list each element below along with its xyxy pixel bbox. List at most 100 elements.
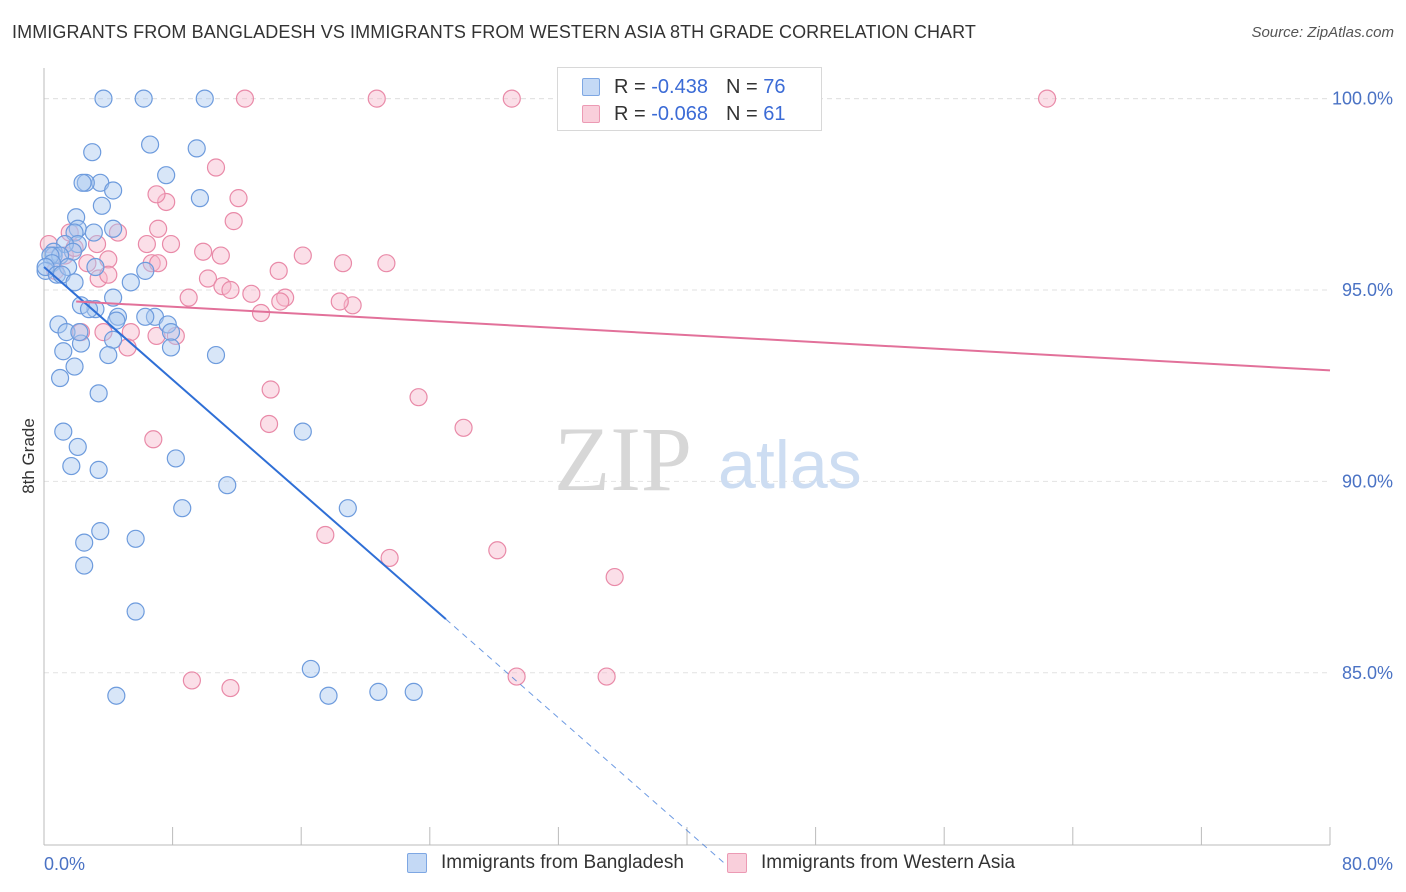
- y-tick-label: 85.0%: [1342, 663, 1393, 683]
- legend-item-bangladesh[interactable]: Immigrants from Bangladesh: [407, 852, 684, 874]
- point-bangladesh: [126, 602, 145, 621]
- watermark-atlas: atlas: [718, 427, 862, 503]
- point-western-asia: [367, 89, 386, 108]
- point-western-asia: [409, 388, 428, 407]
- series-bangladesh: [36, 89, 423, 705]
- point-bangladesh: [65, 273, 84, 292]
- point-bangladesh: [89, 460, 108, 479]
- legend-n-value: 61: [763, 102, 786, 125]
- legend-r-value: -0.438: [651, 75, 708, 98]
- point-western-asia: [507, 667, 526, 686]
- legend-item-western-asia[interactable]: Immigrants from Western Asia: [727, 852, 1015, 874]
- point-bangladesh: [173, 499, 192, 518]
- point-western-asia: [221, 678, 240, 698]
- point-bangladesh: [126, 529, 145, 548]
- point-bangladesh: [83, 143, 102, 162]
- point-western-asia: [271, 292, 290, 311]
- point-bangladesh: [75, 556, 94, 575]
- legend-r-label: R =: [614, 102, 646, 125]
- point-western-asia: [605, 567, 624, 587]
- point-western-asia: [1037, 89, 1057, 108]
- point-western-asia: [206, 158, 226, 177]
- point-bangladesh: [157, 166, 176, 185]
- point-western-asia: [89, 269, 108, 288]
- point-bangladesh: [319, 686, 338, 705]
- point-western-asia: [194, 242, 213, 261]
- point-bangladesh: [107, 311, 126, 330]
- legend-row-western-asia: R = -0.068 N = 61: [582, 102, 785, 126]
- point-western-asia: [259, 414, 279, 434]
- point-bangladesh: [161, 338, 181, 357]
- legend-item-label: Immigrants from Bangladesh: [441, 852, 684, 873]
- point-bangladesh: [104, 219, 123, 238]
- trend-line-bangladesh-extension: [445, 618, 728, 867]
- point-bangladesh: [136, 261, 155, 280]
- point-bangladesh: [67, 208, 86, 227]
- point-bangladesh: [65, 357, 84, 376]
- point-bangladesh: [54, 422, 73, 441]
- point-western-asia: [488, 541, 507, 560]
- y-tick-label: 90.0%: [1342, 471, 1393, 491]
- point-bangladesh: [54, 342, 73, 361]
- point-western-asia: [330, 292, 349, 311]
- point-western-asia: [147, 185, 166, 204]
- point-bangladesh: [166, 449, 185, 468]
- legend-swatch-blue: [582, 78, 600, 96]
- point-bangladesh: [338, 499, 357, 518]
- point-western-asia: [269, 261, 288, 280]
- point-western-asia: [211, 246, 230, 265]
- point-bangladesh: [57, 323, 76, 342]
- legend-r-value: -0.068: [651, 102, 708, 125]
- point-western-asia: [121, 323, 140, 342]
- legend-swatch-pink: [727, 853, 747, 873]
- point-western-asia: [182, 671, 201, 690]
- point-western-asia: [137, 234, 156, 254]
- point-bangladesh: [190, 189, 210, 208]
- point-western-asia: [157, 192, 176, 212]
- point-bangladesh: [86, 257, 105, 277]
- point-bangladesh: [107, 686, 126, 705]
- x-tick-label: 0.0%: [44, 854, 85, 874]
- point-bangladesh: [79, 300, 99, 319]
- point-bangladesh: [84, 223, 103, 242]
- legend-n-label: N =: [725, 102, 758, 125]
- point-bangladesh: [134, 89, 153, 108]
- point-bangladesh: [161, 323, 181, 342]
- point-bangladesh: [187, 139, 206, 158]
- point-western-asia: [147, 326, 166, 346]
- point-bangladesh: [86, 300, 105, 319]
- point-western-asia: [380, 548, 399, 568]
- point-western-asia: [229, 189, 248, 208]
- point-bangladesh: [104, 181, 123, 200]
- trend-line-western-asia: [76, 300, 1331, 372]
- point-bangladesh: [91, 522, 110, 541]
- point-bangladesh: [99, 345, 118, 365]
- point-bangladesh: [369, 682, 388, 701]
- point-bangladesh: [218, 476, 237, 495]
- trend-lines: [43, 266, 1331, 867]
- point-western-asia: [242, 284, 261, 303]
- point-western-asia: [261, 380, 280, 399]
- point-bangladesh: [50, 368, 70, 388]
- point-bangladesh: [73, 173, 92, 192]
- point-western-asia: [316, 525, 335, 545]
- point-bangladesh: [62, 456, 81, 476]
- point-bangladesh: [404, 682, 423, 701]
- point-western-asia: [224, 212, 243, 231]
- point-western-asia: [377, 254, 396, 273]
- x-tick-label: 80.0%: [1342, 854, 1393, 874]
- point-bangladesh: [70, 323, 89, 342]
- point-western-asia: [94, 323, 113, 342]
- legend-item-label: Immigrants from Western Asia: [761, 852, 1016, 873]
- point-bangladesh: [121, 273, 140, 292]
- point-bangladesh: [206, 345, 226, 365]
- point-western-asia: [144, 430, 163, 449]
- point-western-asia: [235, 89, 255, 108]
- point-bangladesh: [195, 89, 214, 108]
- legend-swatch-blue: [407, 853, 427, 873]
- point-bangladesh: [92, 196, 111, 215]
- series-legend: Immigrants from Bangladesh Immigrants fr…: [0, 852, 1406, 876]
- watermark: ZIP atlas: [554, 408, 862, 510]
- point-western-asia: [597, 667, 616, 686]
- y-tick-label: 95.0%: [1342, 280, 1393, 300]
